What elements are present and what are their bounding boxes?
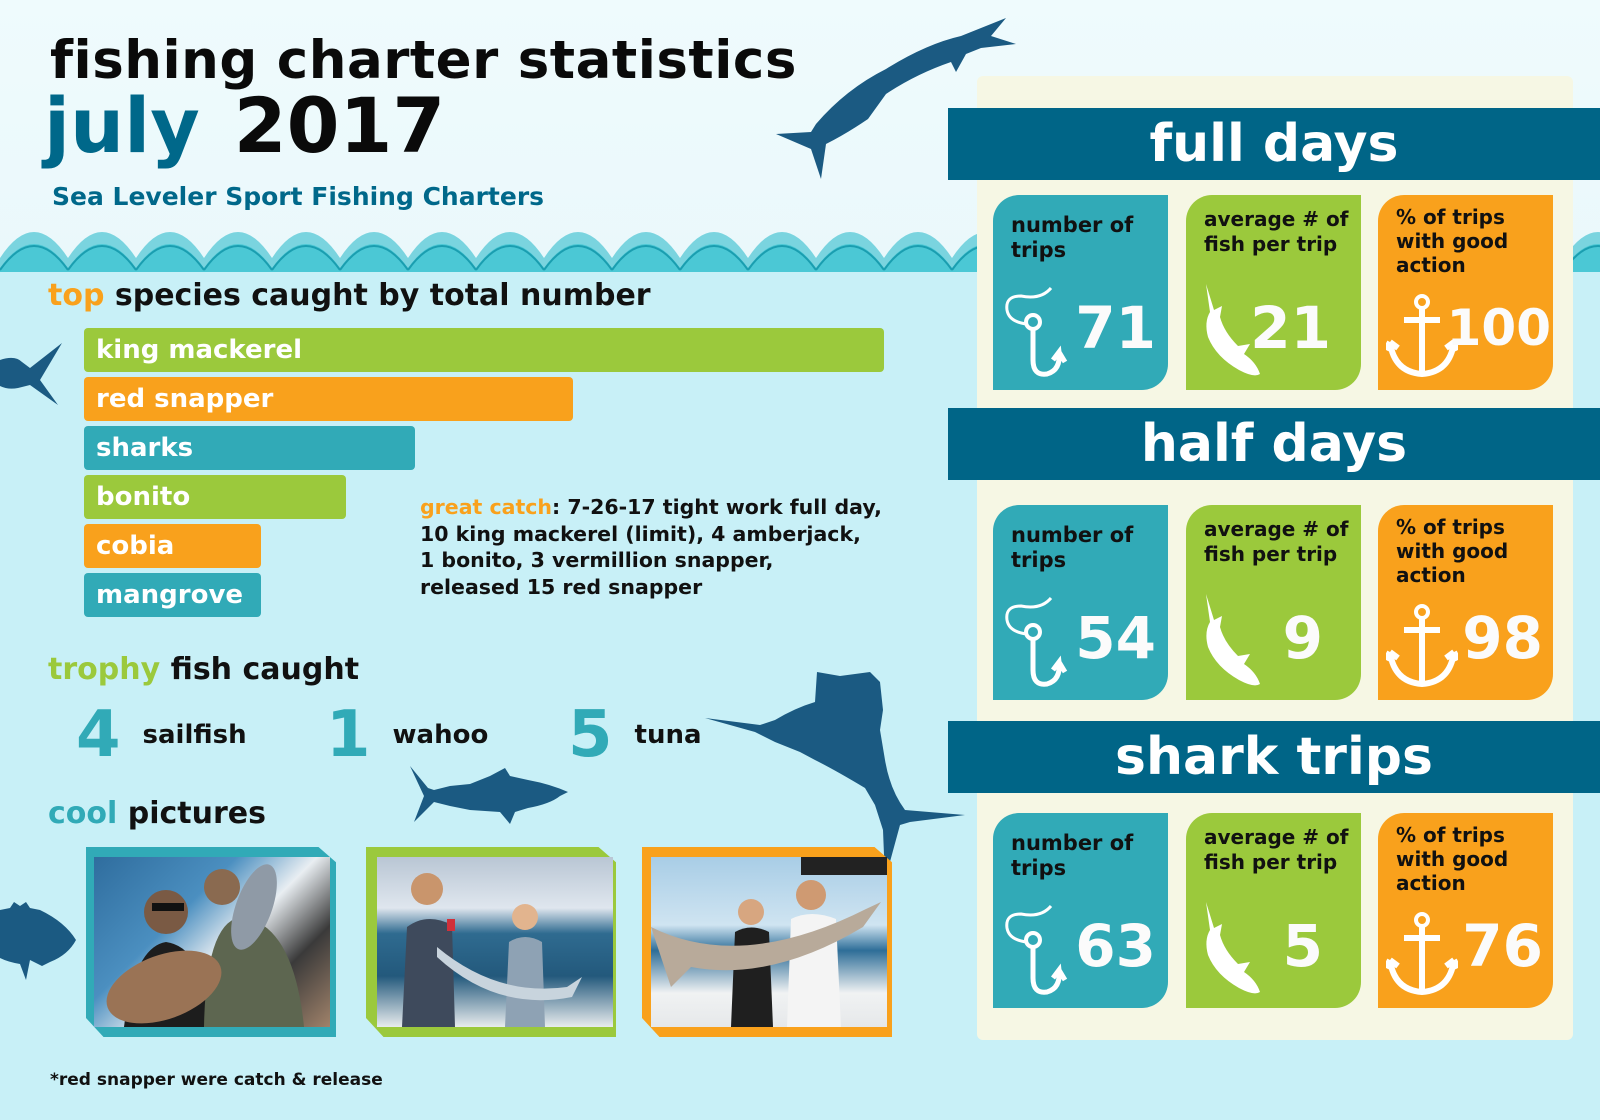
card-value: 5 <box>1282 912 1323 980</box>
anchor-icon <box>1386 604 1458 688</box>
card-value: 98 <box>1462 604 1543 672</box>
card-value: 9 <box>1282 604 1323 672</box>
anchor-icon <box>1386 294 1458 378</box>
bar-red-snapper: red snapper <box>84 377 573 421</box>
fish-icon <box>1206 594 1260 686</box>
card-label: % of trips with good action <box>1396 823 1509 895</box>
card-full-days-avg-fish: average # of fish per trip 21 <box>1186 195 1361 390</box>
great-catch-line: 1 bonito, 3 vermillion snapper, <box>420 548 774 572</box>
heading-accent: cool <box>48 796 118 831</box>
card-label: number of trips <box>1011 523 1134 572</box>
company-name: Sea Leveler Sport Fishing Charters <box>52 182 545 211</box>
fish-icon <box>1206 902 1260 994</box>
heading-text: species caught by total number <box>104 278 651 313</box>
fishing-hook-icon <box>1005 286 1068 377</box>
card-value: 21 <box>1250 294 1331 362</box>
card-label: % of trips with good action <box>1396 205 1509 277</box>
trophy-count: 4 <box>76 698 121 772</box>
fishing-hook-icon <box>1005 596 1068 687</box>
great-catch-line: : 7-26-17 tight work full day, <box>552 495 882 519</box>
card-value: 63 <box>1075 912 1156 980</box>
photo-card-3[interactable] <box>642 847 892 1037</box>
photo-anglers-mackerel-icon <box>402 873 582 1027</box>
photo-card-1[interactable] <box>86 847 336 1037</box>
pictures-heading: cool pictures <box>48 796 266 831</box>
trophy-species: tuna <box>634 720 702 750</box>
card-shark-trips-good-action: % of trips with good action 76 <box>1378 813 1553 1008</box>
year-label: 2017 <box>233 81 446 170</box>
card-half-days-good-action: % of trips with good action 98 <box>1378 505 1553 700</box>
great-catch-label: great catch <box>420 495 552 519</box>
photo-card-2[interactable] <box>366 847 616 1037</box>
heading-accent: trophy <box>48 652 161 687</box>
card-label: number of trips <box>1011 831 1134 880</box>
snapper-silhouette-icon <box>0 902 76 980</box>
bar-king-mackerel: king mackerel <box>84 328 884 372</box>
card-value: 54 <box>1075 604 1156 672</box>
trophy-count: 1 <box>326 698 371 772</box>
card-shark-trips-avg-fish: average # of fish per trip 5 <box>1186 813 1361 1008</box>
card-full-days-good-action: % of trips with good action 100 <box>1378 195 1553 390</box>
footnote: *red snapper were catch & release <box>50 1070 383 1090</box>
tuna-silhouette-icon <box>410 766 568 824</box>
trophy-item-wahoo: 1 wahoo <box>326 700 488 770</box>
top-species-heading: top species caught by total number <box>48 278 651 313</box>
heading-text: fish caught <box>160 652 360 687</box>
card-label: number of trips <box>1011 213 1134 262</box>
great-catch-line: 10 king mackerel (limit), 4 amberjack, <box>420 521 861 546</box>
great-catch-line: released 15 red snapper <box>420 574 703 599</box>
trophy-species: wahoo <box>392 720 489 750</box>
card-label: % of trips with good action <box>1396 515 1509 587</box>
card-half-days-avg-fish: average # of fish per trip 9 <box>1186 505 1361 700</box>
trophy-list: 4 sailfish 1 wahoo 5 tuna <box>74 700 734 780</box>
trophy-count: 5 <box>568 698 613 772</box>
card-value: 71 <box>1075 294 1156 362</box>
card-label: average # of fish per trip <box>1204 517 1349 566</box>
trophy-item-tuna: 5 tuna <box>568 700 702 770</box>
bar-bonito: bonito <box>84 475 346 519</box>
bar-mangrove: mangrove <box>84 573 261 617</box>
page-title: fishing charter statistics <box>50 30 797 91</box>
card-label: average # of fish per trip <box>1204 207 1349 256</box>
photo-image <box>651 857 887 1027</box>
section-header-half-days: half days <box>948 408 1600 480</box>
anchor-icon <box>1386 912 1458 996</box>
section-header-shark-trips: shark trips <box>948 721 1600 793</box>
month-label: july <box>44 81 200 170</box>
trophy-item-sailfish: 4 sailfish <box>76 700 247 770</box>
section-header-full-days: full days <box>948 108 1600 180</box>
fishing-hook-icon <box>1005 904 1068 995</box>
card-full-days-trips: number of trips 71 <box>993 195 1168 390</box>
great-catch-note: great catch: 7-26-17 tight work full day… <box>420 494 882 600</box>
bar-sharks: sharks <box>84 426 415 470</box>
heading-accent: top <box>48 278 105 313</box>
bar-cobia: cobia <box>84 524 261 568</box>
trophy-heading: trophy fish caught <box>48 652 359 687</box>
photo-anglers-shark-icon <box>651 857 887 1027</box>
photo-anglers-grouper-tuna-icon <box>106 864 304 1027</box>
card-shark-trips-trips: number of trips 63 <box>993 813 1168 1008</box>
fish-tail-silhouette-icon <box>0 343 62 405</box>
marlin-silhouette-icon <box>776 18 1016 179</box>
heading-text: pictures <box>117 796 266 831</box>
sailfish-silhouette-icon <box>705 672 965 880</box>
species-bar-chart: king mackerel red snapper sharks bonito … <box>84 328 884 622</box>
photo-image <box>94 857 330 1027</box>
card-half-days-trips: number of trips 54 <box>993 505 1168 700</box>
trophy-species: sailfish <box>142 720 247 750</box>
card-label: average # of fish per trip <box>1204 825 1349 874</box>
card-value: 76 <box>1462 912 1543 980</box>
card-value: 100 <box>1446 299 1551 357</box>
fish-icon <box>1206 284 1260 376</box>
month-year: july 2017 <box>44 84 445 168</box>
photo-image <box>377 857 613 1027</box>
